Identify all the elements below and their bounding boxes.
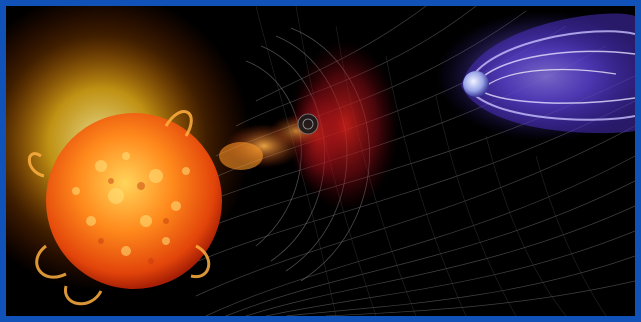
sun	[46, 113, 222, 289]
earth	[463, 71, 489, 97]
solar-prominences	[27, 110, 211, 306]
magnetosphere	[436, 11, 635, 141]
space-weather-illustration	[6, 6, 635, 316]
